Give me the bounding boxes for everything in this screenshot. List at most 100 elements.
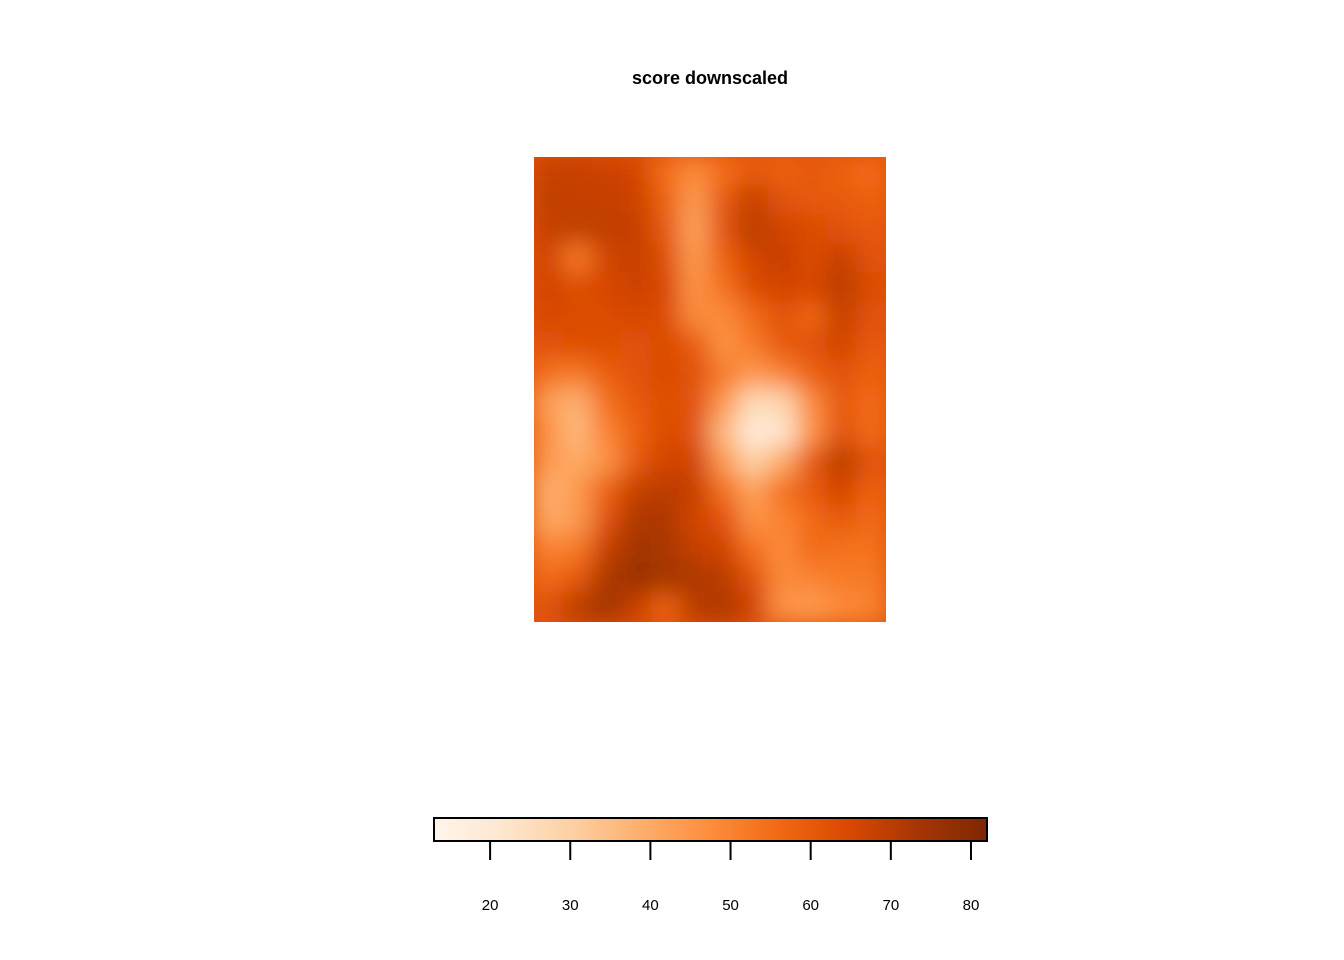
heatmap-cell bbox=[797, 272, 829, 304]
heatmap-cell bbox=[709, 475, 741, 507]
heatmap-cell bbox=[738, 388, 770, 420]
heatmap-cell bbox=[650, 359, 682, 391]
heatmap-cell bbox=[855, 562, 886, 594]
heatmap-cell bbox=[738, 504, 770, 536]
heatmap-cell bbox=[797, 591, 829, 622]
heatmap-cell bbox=[621, 272, 653, 304]
heatmap-cell bbox=[591, 330, 623, 362]
heatmap-cell bbox=[855, 157, 886, 188]
heatmap-cell bbox=[679, 504, 711, 536]
heatmap-cell bbox=[767, 504, 799, 536]
heatmap-cell bbox=[767, 301, 799, 333]
heatmap-cell bbox=[797, 301, 829, 333]
heatmap-cell bbox=[650, 591, 682, 622]
heatmap-cell bbox=[826, 591, 858, 622]
heatmap-cell bbox=[738, 562, 770, 594]
heatmap-cell bbox=[534, 185, 565, 217]
heatmap-cell bbox=[679, 301, 711, 333]
heatmap-cell bbox=[767, 272, 799, 304]
heatmap-cell bbox=[621, 562, 653, 594]
heatmap-cell bbox=[826, 359, 858, 391]
heatmap-cell bbox=[738, 475, 770, 507]
heatmap-cell bbox=[738, 533, 770, 565]
heatmap-cell bbox=[855, 417, 886, 449]
heatmap-cell bbox=[826, 301, 858, 333]
heatmap-cell bbox=[709, 301, 741, 333]
color-legend: 20 30 40 50 60 70 80 bbox=[433, 817, 988, 914]
heatmap-cell bbox=[797, 475, 829, 507]
heatmap-cell bbox=[621, 446, 653, 478]
heatmap-cell bbox=[855, 591, 886, 622]
heatmap-cell bbox=[621, 330, 653, 362]
heatmap-cell bbox=[767, 446, 799, 478]
heatmap-cell bbox=[826, 417, 858, 449]
heatmap-cell bbox=[826, 214, 858, 246]
heatmap-cell bbox=[709, 185, 741, 217]
heatmap-cell bbox=[855, 301, 886, 333]
heatmap-cell bbox=[621, 214, 653, 246]
heatmap-cell bbox=[797, 243, 829, 275]
heatmap-cell bbox=[650, 562, 682, 594]
legend-tick-label: 20 bbox=[482, 897, 499, 914]
heatmap-cell bbox=[738, 185, 770, 217]
heatmap-cell bbox=[679, 562, 711, 594]
heatmap-cell bbox=[738, 157, 770, 188]
legend-tick-label: 30 bbox=[562, 897, 579, 914]
heatmap-cell bbox=[591, 562, 623, 594]
heatmap-cell bbox=[709, 417, 741, 449]
heatmap-cell bbox=[562, 359, 594, 391]
heatmap-cell bbox=[591, 214, 623, 246]
heatmap-cell bbox=[562, 591, 594, 622]
heatmap-cell bbox=[591, 359, 623, 391]
heatmap-cell bbox=[767, 359, 799, 391]
heatmap-cell bbox=[621, 388, 653, 420]
heatmap-cell bbox=[591, 185, 623, 217]
heatmap-cell bbox=[591, 533, 623, 565]
heatmap-cell bbox=[767, 533, 799, 565]
heatmap-cell bbox=[855, 446, 886, 478]
heatmap-cell bbox=[562, 388, 594, 420]
heatmap-cell bbox=[650, 243, 682, 275]
heatmap-cell bbox=[679, 359, 711, 391]
heatmap-cell bbox=[534, 157, 565, 188]
heatmap-cell bbox=[591, 504, 623, 536]
heatmap-cell bbox=[621, 157, 653, 188]
heatmap-cell bbox=[709, 157, 741, 188]
heatmap-cell bbox=[855, 504, 886, 536]
heatmap-cell bbox=[650, 504, 682, 536]
color-legend-bar bbox=[433, 817, 988, 842]
heatmap-cell bbox=[562, 417, 594, 449]
heatmap-cell bbox=[679, 243, 711, 275]
heatmap-cell bbox=[826, 475, 858, 507]
heatmap-cell bbox=[709, 591, 741, 622]
heatmap-cell bbox=[562, 243, 594, 275]
heatmap-cell bbox=[855, 243, 886, 275]
legend-tick-label: 80 bbox=[963, 897, 980, 914]
heatmap-cell bbox=[767, 185, 799, 217]
heatmap-cell bbox=[534, 417, 565, 449]
legend-tick-label: 60 bbox=[802, 897, 819, 914]
heatmap-cell bbox=[562, 533, 594, 565]
heatmap-cell bbox=[591, 157, 623, 188]
heatmap-cell bbox=[855, 272, 886, 304]
heatmap-cell bbox=[621, 417, 653, 449]
heatmap-cell bbox=[855, 214, 886, 246]
heatmap-cell bbox=[767, 388, 799, 420]
heatmap-cell bbox=[621, 359, 653, 391]
heatmap-cell bbox=[826, 330, 858, 362]
heatmap-cell bbox=[562, 185, 594, 217]
heatmap-cell bbox=[826, 533, 858, 565]
heatmap-cell bbox=[621, 591, 653, 622]
heatmap-cell bbox=[534, 243, 565, 275]
heatmap-cell bbox=[738, 301, 770, 333]
heatmap-cell bbox=[855, 359, 886, 391]
heatmap-cell bbox=[534, 591, 565, 622]
heatmap-raster bbox=[534, 157, 886, 622]
heatmap-cell bbox=[650, 185, 682, 217]
heatmap-cell bbox=[767, 562, 799, 594]
heatmap-cell bbox=[679, 417, 711, 449]
legend-tick-label: 70 bbox=[882, 897, 899, 914]
heatmap-cell bbox=[650, 301, 682, 333]
heatmap-cell bbox=[562, 446, 594, 478]
heatmap-cell bbox=[679, 330, 711, 362]
